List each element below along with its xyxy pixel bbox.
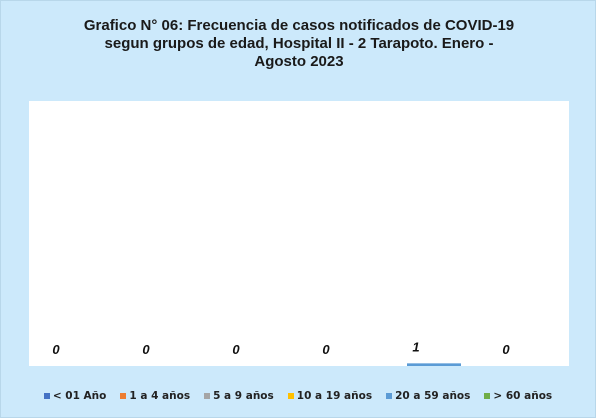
legend-entry: 5 a 9 años	[204, 390, 274, 402]
legend-label: < 01 Año	[52, 390, 107, 402]
data-label: 0	[52, 342, 60, 357]
legend: < 01 Año 1 a 4 años 5 a 9 años 10 a 19 años…	[1, 390, 595, 402]
plot-area	[29, 101, 569, 366]
data-label: 0	[232, 342, 240, 357]
legend-swatch	[386, 393, 393, 399]
chart-title: Grafico N° 06: Frecuencia de casos notif…	[83, 17, 515, 70]
data-label: 0	[322, 342, 330, 357]
legend-swatch	[43, 393, 50, 399]
legend-entry: 10 a 19 años	[287, 390, 373, 402]
legend-swatch	[287, 393, 294, 399]
legend-entry: 20 a 59 años	[386, 390, 470, 402]
legend-entry: < 01 Año	[43, 390, 107, 402]
legend-entry: > 60 años	[484, 390, 552, 402]
legend-swatch	[204, 393, 211, 399]
legend-label: 5 a 9 años	[213, 390, 274, 402]
data-label: 0	[502, 342, 510, 357]
legend-label: > 60 años	[493, 390, 553, 402]
legend-label: 10 a 19 años	[296, 390, 373, 402]
legend-swatch	[484, 393, 491, 399]
legend-entry: 1 a 4 años	[120, 390, 190, 402]
bar	[407, 363, 461, 366]
legend-label: 20 a 59 años	[395, 390, 471, 402]
legend-label: 1 a 4 años	[129, 390, 191, 402]
data-label: 0	[142, 342, 150, 357]
legend-swatch	[120, 393, 127, 399]
data-label: 1	[412, 339, 419, 354]
